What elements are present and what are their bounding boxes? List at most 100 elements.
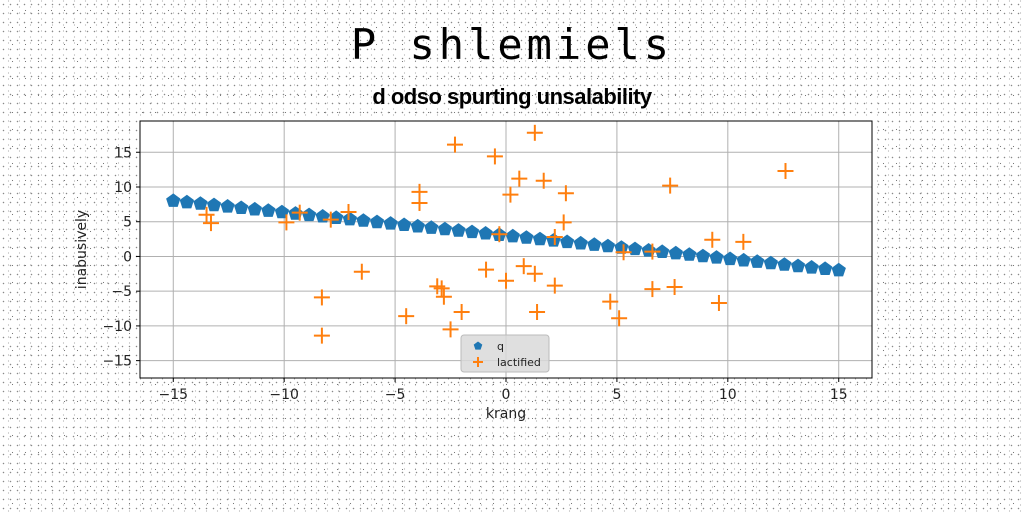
lactified-point [611, 310, 628, 327]
lactified-point [777, 163, 794, 180]
lactified-point [322, 211, 339, 228]
q-point [668, 245, 683, 260]
lactified-point [704, 231, 721, 248]
q-point [560, 234, 575, 249]
q-point [709, 250, 724, 264]
y-tick-label: 0 [123, 249, 132, 265]
q-point [831, 262, 846, 277]
x-tick-label: 15 [830, 387, 848, 403]
q-point [600, 238, 615, 253]
x-tick-label: 5 [612, 387, 621, 403]
q-point [234, 200, 249, 214]
lactified-point [498, 272, 514, 289]
lactified-point [278, 214, 295, 231]
y-tick-label: 5 [123, 215, 132, 231]
q-point [247, 201, 262, 216]
lactified-point [526, 265, 543, 282]
lactified-point [529, 304, 546, 321]
lactified-point [602, 293, 619, 310]
y-tick-label: 10 [114, 180, 132, 196]
legend: q lactified [460, 334, 550, 373]
lactified-point [435, 288, 452, 305]
legend-marker-lactified [473, 357, 483, 367]
lactified-point [502, 186, 519, 203]
lactified-point [340, 203, 357, 220]
q-point [220, 199, 235, 213]
q-point [369, 214, 385, 229]
q-point [166, 193, 181, 207]
q-point [790, 258, 806, 273]
lactified-point [453, 304, 470, 321]
y-tick-label: −10 [102, 319, 132, 335]
x-tick-label: −15 [158, 387, 188, 403]
x-axis-ticks: −15 −10 −5 0 5 10 15 [158, 378, 848, 403]
q-point [478, 226, 493, 240]
q-point [763, 255, 778, 270]
y-tick-label: −5 [111, 284, 132, 300]
q-point [736, 252, 751, 267]
lactified-point [546, 277, 563, 294]
lactified-point [644, 281, 661, 298]
lactified-point [515, 258, 532, 275]
q-point [818, 261, 833, 275]
q-point [437, 221, 452, 236]
lactified-point [353, 263, 370, 280]
q-point [505, 228, 520, 243]
lactified-point [446, 136, 463, 153]
y-tick-label: −15 [102, 354, 132, 370]
lactified-point [313, 327, 330, 344]
x-tick-label: 10 [719, 387, 737, 403]
lactified-point [433, 280, 450, 297]
lactified-point [526, 124, 543, 141]
q-point [301, 207, 317, 222]
q-point [573, 235, 588, 250]
chart-title: P shlemiels [350, 20, 674, 69]
legend-label-lactified: lactified [497, 356, 541, 369]
q-point [587, 237, 602, 251]
q-point [464, 224, 480, 239]
q-point [193, 196, 208, 210]
q-point [397, 217, 412, 231]
series-lactified [198, 124, 794, 344]
q-point [451, 223, 466, 237]
lactified-point [555, 214, 572, 231]
y-tick-label: 15 [114, 145, 132, 161]
lactified-point [486, 148, 503, 165]
y-axis-ticks: −15 −10 −5 0 5 10 15 [102, 145, 140, 370]
q-point [179, 194, 194, 209]
lactified-point [491, 226, 508, 243]
q-point [410, 218, 425, 233]
q-point [655, 244, 670, 258]
y-axis-label: inabusively [74, 210, 90, 289]
q-point [342, 211, 357, 226]
x-tick-label: −10 [269, 387, 299, 403]
q-point [804, 260, 819, 274]
x-tick-label: −5 [385, 387, 406, 403]
lactified-point [735, 233, 752, 250]
q-point [777, 257, 792, 271]
lactified-point [442, 321, 459, 338]
lactified-point [291, 204, 308, 221]
q-point [750, 254, 765, 268]
q-point [383, 216, 398, 230]
lactified-point [411, 194, 428, 211]
lactified-point [478, 261, 495, 278]
q-point [424, 220, 439, 234]
lactified-point [557, 185, 574, 202]
lactified-point [313, 289, 330, 306]
chart-subtitle: d odso spurting unsalability [372, 84, 652, 109]
q-point [356, 213, 371, 227]
q-point [519, 230, 534, 244]
lactified-point [710, 294, 727, 311]
x-tick-label: 0 [502, 387, 511, 403]
x-axis-label: krang [486, 406, 526, 422]
q-point [206, 197, 222, 212]
legend-label-q: q [497, 340, 504, 353]
lactified-point [666, 279, 683, 296]
lactified-point [198, 206, 215, 223]
lactified-point [546, 228, 563, 245]
lactified-point [202, 215, 219, 232]
lactified-point [615, 244, 632, 261]
legend-marker-q [473, 341, 483, 350]
